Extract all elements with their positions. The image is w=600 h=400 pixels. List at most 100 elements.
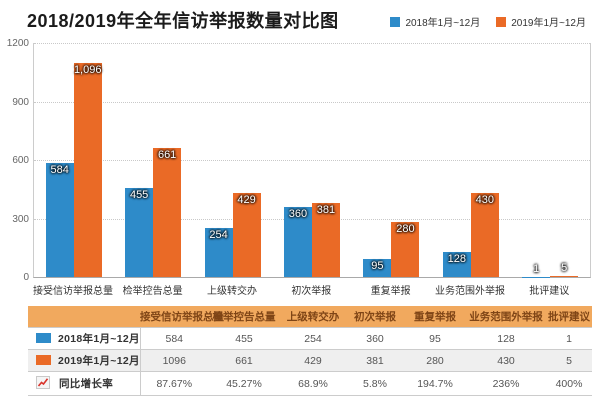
table-header-cell: 初次举报	[346, 306, 404, 328]
table-cell: 254	[304, 332, 322, 345]
x-axis-label: 检举控告总量	[122, 286, 183, 297]
bar-value-label: 661	[157, 149, 177, 162]
bar-value-label: 1	[533, 262, 540, 275]
x-axis-label: 初次举报	[291, 286, 332, 297]
table-cell: 381	[366, 354, 384, 367]
row-label-cell: 2018年1月~12月	[28, 327, 141, 350]
table-header-cell: 检举控告总量	[208, 306, 280, 328]
grid-line	[34, 43, 590, 44]
bar-2019: 429	[232, 193, 261, 277]
plot-area: 584 1,096 455 661 254 429 360 381 95 280 128 430 1 5	[33, 43, 591, 278]
legend-item[interactable]: 2018年1月~12月	[390, 14, 480, 29]
y-axis-label: 1200	[6, 38, 29, 49]
legend-label: 2018年1月~12月	[405, 18, 481, 29]
bar-group: 455 661	[113, 43, 192, 277]
row-label: 2018年1月~12月	[58, 333, 140, 345]
bar-pair: 455 661	[125, 148, 182, 277]
growth-trend-icon	[36, 376, 50, 389]
bar-2019: 1,096	[73, 63, 102, 277]
x-axis-label: 重复举报	[370, 286, 411, 297]
table-header-cell	[28, 306, 140, 328]
bar-value-label: 381	[316, 203, 336, 216]
bar-value-label: 5	[561, 262, 568, 274]
bar-pair: 584 1,096	[45, 63, 102, 277]
bar-group: 95 280	[352, 43, 431, 277]
chart-legend: 2018年1月~12月 2019年1月~12月	[390, 14, 586, 29]
grid-line	[34, 160, 590, 161]
legend-item[interactable]: 2019年1月~12月	[496, 14, 586, 29]
legend-label: 2019年1月~12月	[511, 18, 586, 29]
bar-2019: 381	[311, 202, 340, 277]
table-cell: 68.9%	[298, 377, 328, 390]
bar-value-label: 455	[129, 189, 149, 202]
bar-2018: 360	[283, 206, 312, 277]
legend-swatch-icon	[496, 16, 507, 27]
y-axis-label: 900	[12, 96, 29, 108]
bar-group: 584 1,096	[34, 43, 113, 277]
table-cell: 95	[429, 332, 441, 345]
table-cell: 194.7%	[417, 377, 453, 390]
table-header-cell: 上级转交办	[280, 306, 346, 328]
y-axis-label: 600	[12, 155, 29, 166]
bar-value-label: 254	[209, 228, 228, 241]
x-axis-label: 接受信访举报总量	[33, 286, 113, 297]
bar-value-label: 95	[371, 259, 384, 272]
x-axis-label: 批评建议	[529, 286, 570, 297]
table-cell: 236%	[492, 377, 520, 390]
y-axis-label: 300	[12, 213, 29, 225]
bar-pair: 254 429	[204, 193, 261, 277]
bar-pair: 128 430	[442, 193, 499, 277]
grid-line	[34, 101, 590, 103]
table-row: 2019年1月~12月 1096 661 429 381 280 430 5	[28, 349, 592, 372]
page-title: 2018/2019年全年信访举报数量对比图	[27, 11, 339, 31]
y-axis: 0 300 600 900 1200	[0, 38, 29, 283]
table-cell: 5.8%	[363, 377, 387, 390]
bar-2018: 1	[522, 263, 551, 277]
row-swatch-icon	[36, 333, 51, 343]
table-cell: 1	[566, 332, 572, 345]
bar-2019: 5	[550, 262, 579, 277]
y-axis-label: 0	[23, 272, 29, 283]
row-swatch-icon	[36, 355, 51, 365]
table-cell: 455	[235, 332, 253, 345]
bar-value-label: 584	[50, 164, 69, 177]
bar-value-label: 430	[475, 194, 494, 207]
bar-2019: 280	[391, 222, 420, 277]
x-axis: 接受信访举报总量 检举控告总量 上级转交办 初次举报 重复举报 业务范围外举报 批评建议	[33, 277, 589, 297]
table-header-cell: 批评建议	[546, 306, 592, 328]
row-label: 同比增长率	[59, 378, 113, 390]
bar-2019: 661	[153, 148, 182, 277]
row-label-cell: 同比增长率	[28, 371, 141, 396]
x-axis-label: 业务范围外举报	[434, 286, 505, 297]
table-header-cell: 业务范围外举报	[466, 306, 546, 328]
bar-value-label: 429	[237, 194, 256, 207]
row-label: 2019年1月~12月	[58, 355, 140, 367]
table-cell: 429	[304, 354, 322, 367]
bar-value-label: 128	[447, 253, 466, 265]
table-cell: 400%	[555, 377, 583, 390]
table-cell: 1096	[162, 354, 186, 367]
bar-2019: 430	[470, 193, 499, 277]
table-header-cell: 接受信访举报总量	[140, 306, 224, 328]
table-row: 2018年1月~12月 584 455 254 360 95 128 1	[28, 327, 592, 350]
bar-value-label: 1,096	[73, 64, 102, 77]
table-cell: 87.67%	[156, 377, 193, 390]
bar-2018: 128	[442, 252, 471, 277]
bar-2018: 584	[45, 163, 74, 277]
legend-swatch-icon	[390, 16, 401, 27]
table-cell: 661	[235, 354, 253, 367]
row-label-cell: 2019年1月~12月	[28, 349, 141, 372]
table-row: 同比增长率 87.67% 45.27% 68.9% 5.8% 194.7% 236% 400%	[28, 371, 592, 396]
bar-2018: 254	[204, 227, 233, 277]
bar-value-label: 360	[288, 207, 308, 220]
table-cell: 360	[366, 332, 384, 345]
table-cell: 584	[165, 332, 184, 345]
table-cell: 45.27%	[226, 377, 262, 390]
bar-group: 128 430	[431, 43, 510, 277]
table-cell: 5	[566, 354, 572, 367]
bar-pair: 360 381	[283, 202, 340, 277]
table-cell: 430	[497, 354, 515, 367]
